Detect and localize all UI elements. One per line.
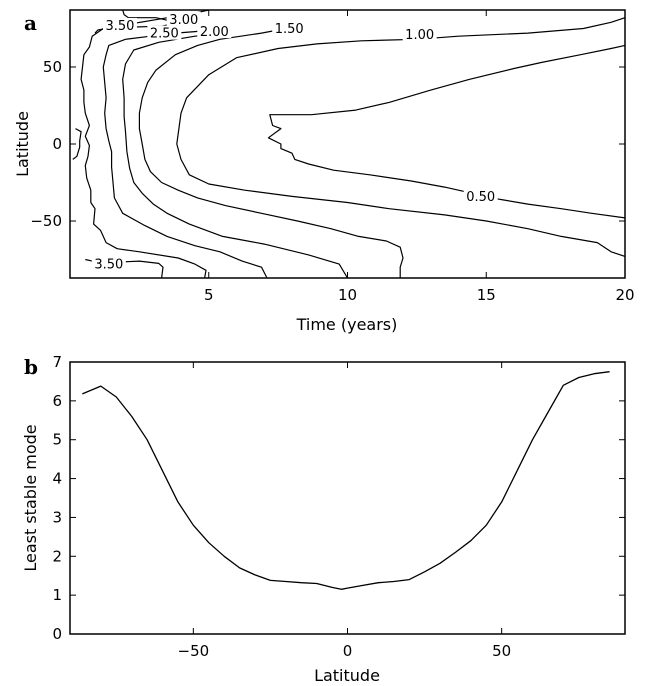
contour-line-3-00-0: [80, 9, 209, 279]
x-tick-label: 5: [204, 286, 214, 304]
contour-label-bg: [166, 11, 201, 26]
contour-label-1-00: 1.00: [405, 28, 434, 43]
contour-label-2-00: 2.00: [200, 25, 229, 40]
y-tick-label: 2: [52, 547, 62, 565]
y-tick-label: 6: [52, 392, 62, 410]
contour-label-bg: [147, 25, 182, 40]
x-tick-label: 15: [477, 286, 496, 304]
panel-a-plot-frame: [69, 9, 626, 279]
panel-b-x-axis: −50 0 50: [178, 362, 511, 660]
x-tick-label: 20: [615, 286, 634, 304]
panel-b-x-axis-label: Latitude: [314, 666, 380, 685]
x-tick-label: 0: [343, 642, 353, 660]
y-tick-label: 0: [52, 135, 62, 153]
contour-label-2-50: 2.50: [150, 27, 179, 42]
contour-line-1-50-0: [138, 27, 404, 278]
contour-line-2-50-0: [102, 29, 268, 279]
y-tick-label: −50: [30, 212, 62, 230]
contour-label-0-50: 0.50: [466, 190, 495, 205]
contour-lines: [72, 9, 626, 279]
contour-line-0-50-0: [267, 44, 626, 219]
contour-label-bg: [91, 256, 126, 271]
contour-line-3-50-1: [72, 128, 82, 160]
panel-a-letter: a: [24, 11, 37, 35]
panel-a-contour-chart: a 3.50 3.50 3.002.50 2.00 1.50 1.00 0.50 5 10 15…: [13, 9, 635, 334]
panel-a-y-axis: −50 0 50: [30, 58, 625, 230]
contour-label-bg: [102, 17, 137, 32]
x-tick-label: 10: [338, 286, 357, 304]
y-tick-label: 0: [52, 625, 62, 643]
y-tick-label: 5: [52, 431, 62, 449]
panel-b-y-axis: 0 1 2 3 4 5 6 7: [52, 353, 625, 643]
panel-b-line-chart: b −50 0 50 0 1 2 3 4 5 6 7 Latitude Least stable …: [21, 353, 626, 685]
x-tick-label: 50: [492, 642, 511, 660]
contour-line-1-00-0: [176, 17, 626, 257]
panel-b-plot-frame: [69, 361, 626, 635]
x-tick-label: −50: [178, 642, 210, 660]
panel-a-y-axis-label: Latitude: [13, 111, 32, 177]
y-tick-label: 4: [52, 470, 62, 488]
contour-label-bg: [272, 21, 307, 36]
contour-label-bg: [197, 24, 232, 39]
y-tick-label: 3: [52, 508, 62, 526]
panel-b-y-axis-label: Least stable mode: [21, 424, 40, 571]
contour-label-3-50: 3.50: [105, 19, 134, 34]
contour-label-bg: [463, 188, 498, 203]
contour-label-1-50: 1.50: [275, 22, 304, 37]
panel-b-letter: b: [24, 355, 38, 379]
contour-label-3-50: 3.50: [94, 258, 123, 273]
y-tick-label: 1: [52, 586, 62, 604]
contour-labels: 3.50 3.50 3.002.50 2.00 1.50 1.00 0.50: [91, 11, 498, 273]
panel-a-x-axis-label: Time (years): [296, 315, 398, 334]
contour-label-bg: [402, 27, 437, 42]
least-stable-mode-line: [82, 371, 610, 590]
contour-line-2-00-0: [122, 32, 349, 279]
y-tick-label: 50: [43, 58, 62, 76]
panel-a-x-axis: 5 10 15 20: [204, 10, 635, 304]
contour-label-3-00: 3.00: [169, 13, 198, 28]
y-tick-label: 7: [52, 353, 62, 371]
